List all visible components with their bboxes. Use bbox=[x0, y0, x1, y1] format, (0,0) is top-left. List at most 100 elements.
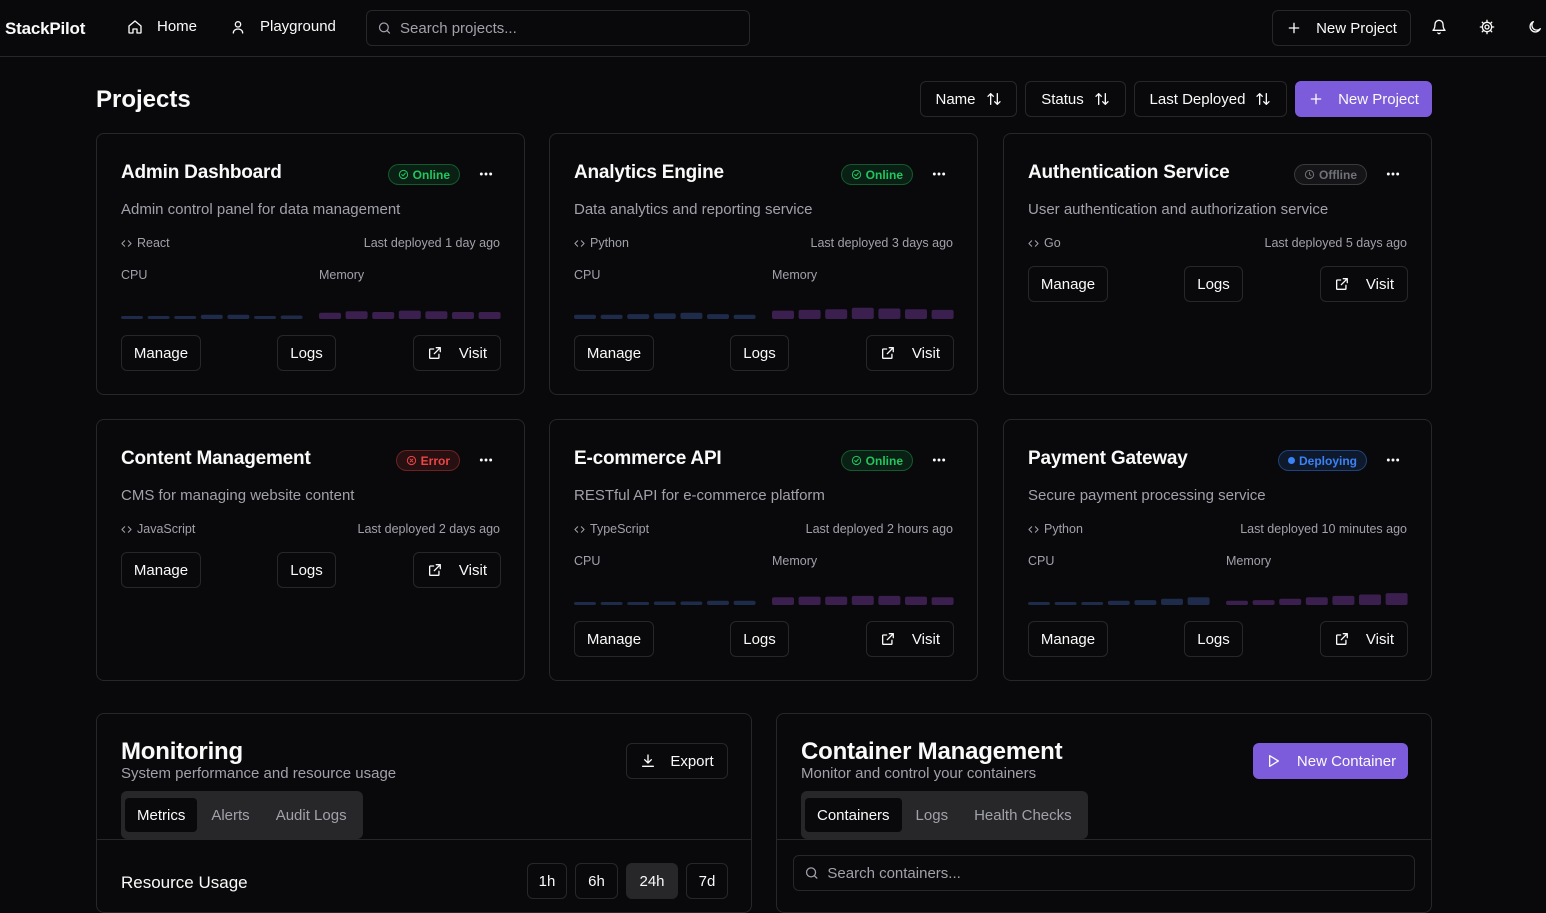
sort-last-deployed-button[interactable]: Last Deployed bbox=[1134, 81, 1287, 117]
search-input[interactable] bbox=[400, 19, 749, 37]
logs-button[interactable]: Logs bbox=[277, 552, 336, 588]
project-title[interactable]: Admin Dashboard bbox=[121, 162, 282, 183]
memory-sparkline-bar bbox=[851, 307, 874, 319]
logs-label: Logs bbox=[290, 561, 323, 579]
sort-name-button[interactable]: Name bbox=[920, 81, 1017, 117]
manage-button[interactable]: Manage bbox=[1028, 621, 1108, 657]
project-title[interactable]: Authentication Service bbox=[1028, 162, 1230, 183]
memory-sparkline-bar bbox=[425, 311, 448, 319]
more-options-button[interactable] bbox=[478, 166, 494, 182]
cpu-sparkline-bar bbox=[121, 316, 143, 319]
header-new-project-button[interactable]: New Project bbox=[1272, 10, 1411, 46]
visit-button[interactable]: Visit bbox=[413, 335, 501, 371]
memory-sparkline-bar bbox=[1279, 598, 1302, 605]
tab-alerts[interactable]: Alerts bbox=[211, 806, 250, 824]
project-title[interactable]: Content Management bbox=[121, 448, 311, 469]
more-options-button[interactable] bbox=[931, 166, 947, 182]
visit-button[interactable]: Visit bbox=[1320, 266, 1408, 302]
project-language: Python bbox=[1028, 522, 1083, 536]
visit-button[interactable]: Visit bbox=[866, 621, 954, 657]
manage-button[interactable]: Manage bbox=[574, 621, 654, 657]
range-1h-button[interactable]: 1h bbox=[527, 863, 567, 899]
range-7d-button[interactable]: 7d bbox=[686, 863, 728, 899]
cpu-sparkline bbox=[1028, 597, 1210, 605]
range-24h-button[interactable]: 24h bbox=[626, 863, 678, 899]
new-project-button[interactable]: New Project bbox=[1295, 81, 1432, 117]
logs-button[interactable]: Logs bbox=[730, 335, 789, 371]
status-badge: Deploying bbox=[1277, 450, 1367, 471]
tab-audit-logs[interactable]: Audit Logs bbox=[275, 806, 347, 824]
visit-label: Visit bbox=[911, 344, 940, 362]
cpu-sparkline-bar bbox=[147, 316, 170, 319]
logs-button[interactable]: Logs bbox=[730, 621, 789, 657]
logs-button[interactable]: Logs bbox=[1184, 266, 1243, 302]
check-circle-icon bbox=[398, 169, 408, 180]
settings-button[interactable] bbox=[1479, 19, 1495, 35]
new-container-button[interactable]: New Container bbox=[1253, 743, 1408, 779]
visit-button[interactable]: Visit bbox=[1320, 621, 1408, 657]
memory-sparkline-bar bbox=[1252, 600, 1275, 605]
code-icon bbox=[574, 525, 585, 533]
ellipsis-icon bbox=[932, 458, 946, 462]
nav-playground[interactable]: Playground bbox=[230, 18, 336, 35]
ellipsis-icon bbox=[1386, 458, 1400, 462]
export-button[interactable]: Export bbox=[626, 743, 728, 779]
range-6h-button[interactable]: 6h bbox=[575, 863, 618, 899]
plus-icon bbox=[1288, 22, 1300, 34]
tab-health-checks[interactable]: Health Checks bbox=[974, 806, 1072, 824]
tab-logs[interactable]: Logs bbox=[915, 806, 949, 824]
tab-containers[interactable]: Containers bbox=[805, 798, 902, 832]
visit-label: Visit bbox=[458, 561, 487, 579]
nav-playground-label: Playground bbox=[260, 18, 336, 35]
memory-sparkline bbox=[772, 307, 954, 319]
monitoring-title: Monitoring bbox=[121, 738, 243, 765]
gear-icon bbox=[1479, 19, 1495, 35]
visit-button[interactable]: Visit bbox=[413, 552, 501, 588]
visit-button[interactable]: Visit bbox=[866, 335, 954, 371]
memory-sparkline-bar bbox=[319, 312, 341, 319]
logs-button[interactable]: Logs bbox=[1184, 621, 1243, 657]
more-options-button[interactable] bbox=[1385, 452, 1401, 468]
download-icon bbox=[642, 754, 655, 767]
more-options-button[interactable] bbox=[478, 452, 494, 468]
project-title[interactable]: Payment Gateway bbox=[1028, 448, 1188, 469]
manage-button[interactable]: Manage bbox=[574, 335, 654, 371]
container-search-input[interactable] bbox=[827, 864, 1414, 882]
manage-button[interactable]: Manage bbox=[121, 552, 201, 588]
ellipsis-icon bbox=[479, 458, 493, 462]
nav-home[interactable]: Home bbox=[127, 18, 197, 35]
visit-label: Visit bbox=[1365, 630, 1394, 648]
external-link-icon bbox=[1335, 278, 1348, 290]
logs-button[interactable]: Logs bbox=[277, 335, 336, 371]
status-badge: Online bbox=[840, 450, 913, 471]
more-options-button[interactable] bbox=[931, 452, 947, 468]
memory-sparkline-bar bbox=[1305, 597, 1328, 605]
manage-button[interactable]: Manage bbox=[121, 335, 201, 371]
cpu-sparkline-bar bbox=[707, 314, 729, 319]
brand-logo[interactable]: StackPilot bbox=[5, 19, 86, 38]
theme-toggle[interactable] bbox=[1527, 19, 1543, 35]
cpu-sparkline-bar bbox=[1134, 600, 1157, 605]
visit-label: Visit bbox=[458, 344, 487, 362]
project-language: JavaScript bbox=[121, 522, 195, 536]
cpu-label: CPU bbox=[121, 268, 148, 282]
project-title[interactable]: Analytics Engine bbox=[574, 162, 724, 183]
project-card: Analytics Engine Online Data analytics and… bbox=[549, 133, 978, 395]
new-project-label: New Project bbox=[1338, 90, 1419, 108]
project-title[interactable]: E-commerce API bbox=[574, 448, 722, 469]
memory-label: Memory bbox=[772, 268, 818, 282]
container-panel: Container Management Monitor and control… bbox=[776, 713, 1432, 913]
memory-sparkline-bar bbox=[798, 596, 821, 605]
sort-arrows-icon bbox=[986, 93, 1001, 105]
tab-metrics[interactable]: Metrics bbox=[125, 798, 198, 832]
project-card: Admin Dashboard Online Admin control panel… bbox=[96, 133, 525, 395]
last-deployed: Last deployed 2 days ago bbox=[357, 522, 500, 536]
sort-status-button[interactable]: Status bbox=[1025, 81, 1126, 117]
manage-button[interactable]: Manage bbox=[1028, 266, 1108, 302]
notifications-button[interactable] bbox=[1431, 19, 1447, 35]
memory-sparkline-bar bbox=[798, 309, 821, 319]
ellipsis-icon bbox=[479, 172, 493, 176]
check-circle-icon bbox=[851, 455, 861, 466]
more-options-button[interactable] bbox=[1385, 166, 1401, 182]
clock-icon bbox=[1304, 169, 1315, 180]
